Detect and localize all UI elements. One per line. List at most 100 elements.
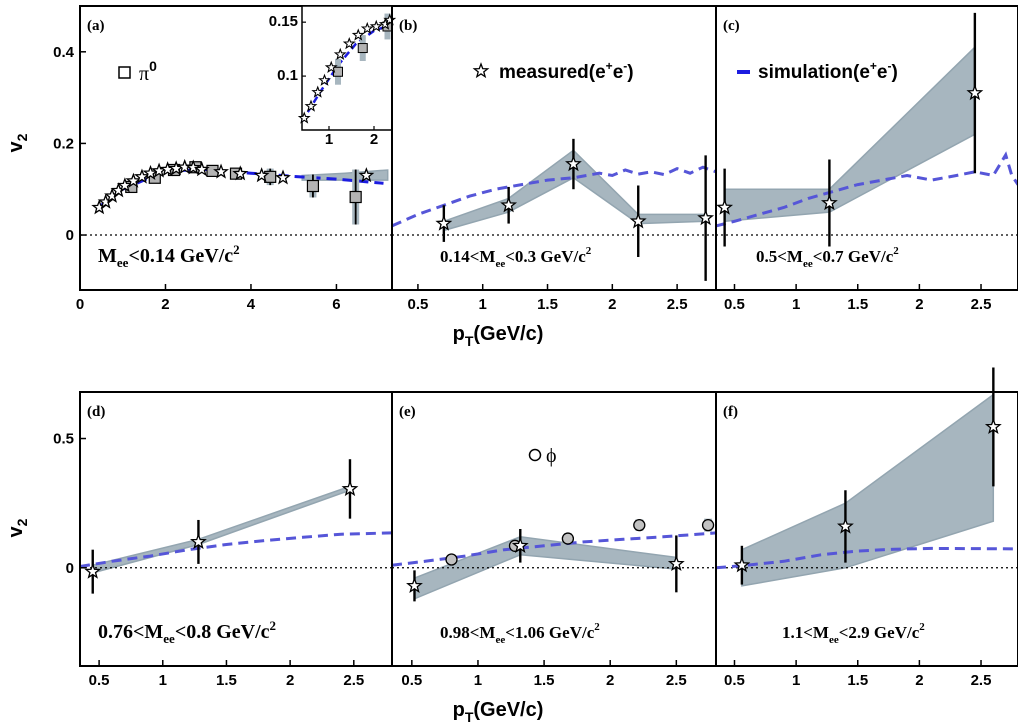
panels-layer: 0 2 4 600.20.4(a)Mee<0.14 GeV/c21 20.10.150.… <box>53 5 1018 689</box>
x-tick-label-d: 0.5 <box>89 672 110 689</box>
x-tick-label-d: 2 <box>286 672 294 689</box>
x-tick-label-f: 0.5 <box>724 672 745 689</box>
mass-label-sup-f: 2 <box>919 621 925 633</box>
x-tick-label-e: 2 <box>606 672 614 689</box>
measured-star-a <box>253 167 270 183</box>
x-tick-label-a: 4 <box>247 296 256 313</box>
mass-label-main-c: 0.5<M <box>756 247 803 266</box>
x-tick-label-c: 0.5 <box>724 296 745 313</box>
x-tick-label-f: 1 <box>792 672 800 689</box>
measured-star-f <box>984 418 1002 435</box>
y-axis-title-top-sub: 2 <box>14 133 30 141</box>
measured-star-e <box>667 555 685 572</box>
panel-a: 0 2 4 600.20.4(a)Mee<0.14 GeV/c21 20.10.15 <box>53 5 397 313</box>
y-tick-label-a: 0.2 <box>53 135 74 152</box>
legend-measured-text: measured(e+e-) <box>499 59 634 83</box>
mass-range-label-a: Mee<0.14 GeV/c2 <box>98 242 240 270</box>
mass-label-rest-f: <2.9 GeV/c <box>839 623 920 642</box>
inset-measured-star <box>360 21 374 35</box>
x-tick-label-c: 1.5 <box>847 296 868 313</box>
inset-simulation-curve <box>300 23 393 123</box>
x-tick-label-e: 1 <box>474 672 482 689</box>
x-tick-label-c: 2 <box>915 296 923 313</box>
mass-label-main-a: M <box>98 245 117 267</box>
measured-star-e <box>511 536 529 553</box>
legend-phi-text: ϕ <box>546 445 557 467</box>
y-axis-title-bottom: v2 <box>5 518 30 537</box>
panel-f: 0.5 1 1.5 2 2.5(f)1.1<Mee<2.9 GeV/c2 <box>715 367 1018 689</box>
pi0-marker-a <box>349 190 362 204</box>
mass-label-sup-d: 2 <box>270 618 277 633</box>
inset-measured-star <box>297 111 311 124</box>
mass-label-main-e: 0.98<M <box>440 623 495 642</box>
mass-range-label-e: 0.98<Mee<1.06 GeV/c2 <box>440 621 600 646</box>
systematic-band-f <box>741 393 995 587</box>
inset-x-tick-label: 1 <box>325 131 333 148</box>
x-tick-label-b: 0.5 <box>407 296 428 313</box>
panel-label-a: (a) <box>87 18 105 34</box>
x-tick-label-b: 2.5 <box>667 296 688 313</box>
mass-label-sup-c: 2 <box>893 245 899 257</box>
x-axis-title-bottom: pT(GeV/c) <box>453 699 544 725</box>
measured-star-a <box>125 172 142 188</box>
x-axis-title-top: pT(GeV/c) <box>453 323 544 349</box>
x-tick-label-f: 2.5 <box>971 672 992 689</box>
mass-label-rest-b: <0.3 GeV/c <box>505 247 586 266</box>
inset-a: 1 2 0.1 0.15 <box>269 5 397 148</box>
legend-measured: measured(e+e-) <box>472 59 634 83</box>
measured-star-f <box>837 517 854 534</box>
mass-range-label-f: 1.1<Mee<2.9 GeV/c2 <box>782 621 925 646</box>
x-tick-label-f: 2 <box>915 672 923 689</box>
inset-y-tick-label: 0.15 <box>269 13 298 30</box>
measured-star-b <box>565 155 582 172</box>
measured-star-c <box>820 194 838 211</box>
mass-label-main-b: 0.14<M <box>440 247 495 266</box>
inset-x-tick-label: 2 <box>370 131 378 148</box>
x-tick-label-c: 2.5 <box>971 296 992 313</box>
panel-label-d: (d) <box>87 404 105 420</box>
x-tick-label-e: 2.5 <box>666 672 687 689</box>
inset-measured-star <box>318 73 331 86</box>
measured-star-b <box>629 212 647 229</box>
inset-measured-star <box>304 99 318 112</box>
simulation-curve-c <box>715 151 1018 228</box>
mass-range-label-c: 0.5<Mee<0.7 GeV/c2 <box>756 245 899 270</box>
mass-label-sup-e: 2 <box>594 621 600 633</box>
legend-pi0-square <box>118 66 131 79</box>
measured-star-a <box>193 161 210 177</box>
legend-phi: ϕ <box>528 445 557 467</box>
mass-label-rest-d: <0.8 GeV/c <box>175 621 270 643</box>
x-tick-label-b: 1 <box>479 296 487 313</box>
mass-label-sup-a: 2 <box>233 242 240 257</box>
mass-label-sub-f: ee <box>829 634 839 646</box>
x-tick-label-b: 2 <box>608 296 616 313</box>
inset-measured-star <box>324 60 338 73</box>
x-tick-label-d: 1 <box>159 672 167 689</box>
legend-pi0-text: π0 <box>139 58 157 85</box>
measured-star-a <box>116 177 133 193</box>
measured-star-a <box>232 165 249 181</box>
y-tick-label-d: 0 <box>66 560 74 577</box>
frame-f <box>715 391 1018 667</box>
panel-label-f: (f) <box>723 404 738 420</box>
inset-measured-star <box>333 47 347 60</box>
legend-simulation: simulation(e+e-) <box>737 59 898 83</box>
mass-label-main-f: 1.1<M <box>782 623 829 642</box>
simulation-curve-e <box>391 531 717 567</box>
x-tick-label-e: 1.5 <box>534 672 555 689</box>
measured-star-f <box>733 556 751 573</box>
measured-star-d <box>341 480 359 497</box>
simulation-curve-f <box>715 546 1018 570</box>
y-tick-label-a: 0.4 <box>53 44 75 61</box>
inset-frame-a <box>301 5 393 131</box>
measured-star-a <box>213 163 229 179</box>
phi-marker-e <box>701 518 715 532</box>
mass-label-sub-d: ee <box>163 631 175 646</box>
x-tick-label-b: 1.5 <box>537 296 558 313</box>
measured-star-e <box>406 577 423 594</box>
frame-c <box>715 5 1018 291</box>
measured-star-c <box>716 198 734 215</box>
measured-star-a <box>134 168 150 184</box>
x-tick-label-e: 0.5 <box>401 672 422 689</box>
